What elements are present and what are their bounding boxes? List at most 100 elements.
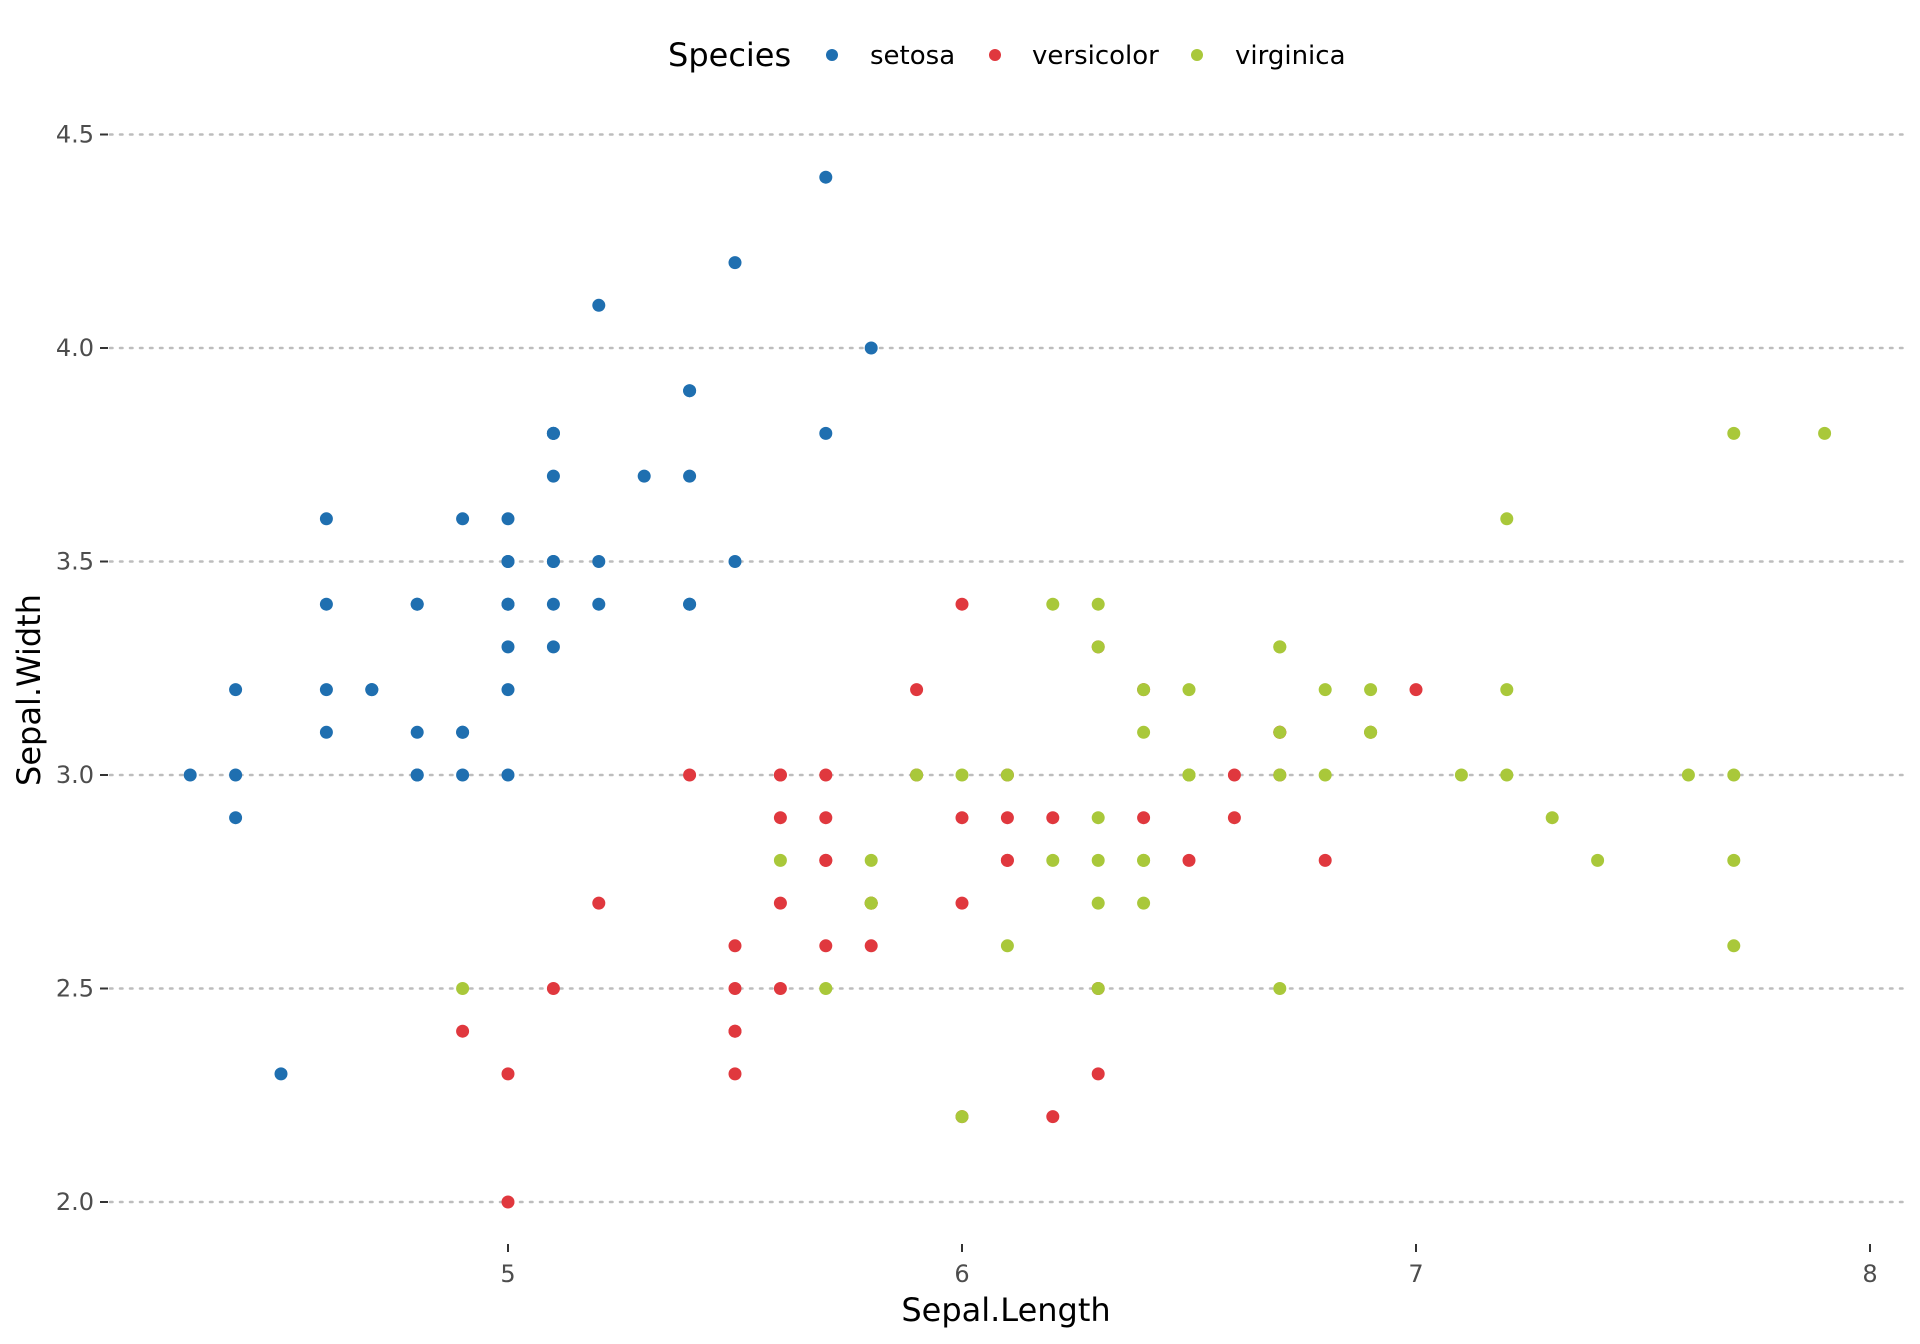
point-versicolor: [546, 982, 560, 995]
point-virginica: [1273, 640, 1287, 654]
point-virginica: [864, 896, 878, 910]
point-virginica: [1137, 896, 1151, 910]
point-setosa: [864, 341, 878, 355]
point-virginica: [1091, 597, 1105, 611]
point-virginica: [1500, 768, 1514, 782]
point-virginica: [1091, 982, 1105, 995]
point-virginica: [1091, 640, 1105, 654]
point-versicolor: [728, 939, 742, 953]
point-versicolor: [728, 982, 742, 995]
point-setosa: [456, 512, 470, 526]
point-virginica: [1046, 853, 1060, 867]
point-versicolor: [1318, 853, 1332, 867]
point-virginica: [864, 853, 878, 867]
x-axis-title: Sepal.Length: [901, 1291, 1110, 1329]
point-setosa: [410, 597, 424, 611]
point-versicolor: [1182, 853, 1196, 867]
point-setosa: [410, 725, 424, 739]
point-setosa: [501, 683, 515, 697]
point-versicolor: [1046, 1110, 1060, 1124]
point-versicolor: [955, 597, 969, 611]
point-setosa: [365, 683, 379, 697]
point-setosa: [229, 768, 243, 782]
point-setosa: [683, 469, 697, 483]
point-setosa: [501, 640, 515, 654]
point-versicolor: [819, 811, 833, 825]
point-setosa: [546, 597, 560, 611]
point-setosa: [683, 597, 697, 611]
point-setosa: [501, 512, 515, 526]
point-setosa: [501, 597, 515, 611]
point-virginica: [1454, 768, 1468, 782]
point-setosa: [229, 811, 243, 825]
point-virginica: [1818, 426, 1832, 440]
point-virginica: [1091, 896, 1105, 910]
point-setosa: [546, 426, 560, 440]
point-setosa: [683, 384, 697, 398]
y-tick-label: 3.0: [56, 761, 94, 789]
point-virginica: [773, 853, 787, 867]
point-versicolor: [773, 768, 787, 782]
point-virginica: [1137, 853, 1151, 867]
point-setosa: [546, 469, 560, 483]
y-axis-title: Sepal.Width: [10, 594, 48, 786]
point-versicolor: [1227, 811, 1241, 825]
point-setosa: [274, 1067, 288, 1081]
point-versicolor: [1046, 811, 1060, 825]
y-tick-label: 3.5: [56, 548, 94, 576]
point-setosa: [501, 768, 515, 782]
point-setosa: [229, 683, 243, 697]
point-versicolor: [819, 939, 833, 953]
point-versicolor: [819, 768, 833, 782]
point-setosa: [592, 555, 606, 568]
point-virginica: [1681, 768, 1695, 782]
point-versicolor: [773, 982, 787, 995]
point-setosa: [819, 170, 833, 184]
point-virginica: [1091, 853, 1105, 867]
legend-title: Species: [668, 36, 791, 74]
point-virginica: [1182, 768, 1196, 782]
point-versicolor: [1409, 683, 1423, 697]
point-virginica: [1046, 597, 1060, 611]
point-versicolor: [728, 1067, 742, 1081]
point-virginica: [910, 768, 924, 782]
point-versicolor: [728, 1024, 742, 1038]
point-setosa: [410, 768, 424, 782]
x-axis: 5 6 7 8: [500, 1244, 1878, 1288]
point-setosa: [592, 597, 606, 611]
point-versicolor: [592, 896, 606, 910]
y-tick-label: 4.0: [56, 334, 94, 362]
point-virginica: [1318, 768, 1332, 782]
point-setosa: [546, 555, 560, 568]
point-virginica: [1545, 811, 1559, 825]
point-virginica: [1000, 768, 1014, 782]
data-points: [183, 170, 1832, 1209]
legend-marker-versicolor: [989, 49, 1001, 61]
point-setosa: [456, 768, 470, 782]
x-tick-label: 6: [954, 1260, 969, 1288]
point-versicolor: [501, 1067, 515, 1081]
point-setosa: [637, 469, 651, 483]
point-setosa: [501, 555, 515, 568]
point-setosa: [819, 426, 833, 440]
point-versicolor: [955, 896, 969, 910]
legend-label-virginica: virginica: [1235, 41, 1346, 71]
x-tick-label: 8: [1862, 1260, 1877, 1288]
point-setosa: [592, 298, 606, 312]
point-setosa: [319, 597, 333, 611]
y-tick-label: 2.5: [56, 975, 94, 1003]
point-virginica: [1500, 512, 1514, 526]
point-virginica: [1273, 768, 1287, 782]
gridlines: [108, 133, 1907, 1204]
point-versicolor: [1000, 853, 1014, 867]
point-versicolor: [864, 939, 878, 953]
point-virginica: [456, 982, 470, 995]
y-axis: 2.0 2.5 3.0 3.5 4.0 4.5: [56, 121, 108, 1216]
point-virginica: [1091, 811, 1105, 825]
point-virginica: [1318, 683, 1332, 697]
point-versicolor: [819, 853, 833, 867]
point-versicolor: [501, 1195, 515, 1209]
point-setosa: [456, 725, 470, 739]
point-virginica: [1273, 982, 1287, 995]
